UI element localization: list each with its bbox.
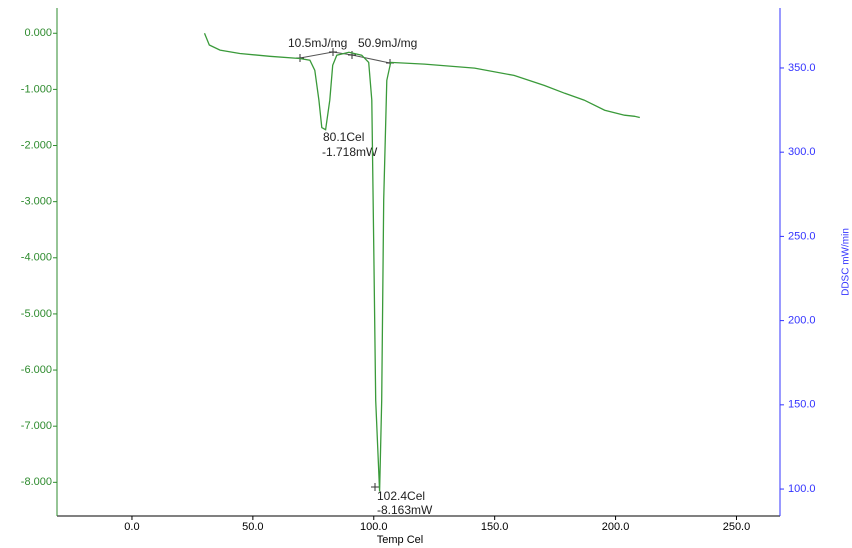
y2-tick-label: 200.0	[788, 315, 816, 327]
x-tick-label: 0.0	[124, 521, 139, 533]
data-line	[203, 33, 640, 492]
y2-tick-label: 150.0	[788, 399, 816, 411]
annotation: 50.9mJ/mg	[358, 36, 417, 50]
y2-axis-label: DDSC mW/min	[841, 228, 852, 296]
x-axis-label: Temp Cel	[377, 534, 423, 546]
annotation: -8.163mW	[377, 503, 433, 517]
annotation: 80.1Cel	[323, 130, 364, 144]
y-tick-label: -4.000	[21, 252, 52, 264]
cursor-marks	[296, 48, 394, 491]
baseline	[296, 48, 394, 491]
y-tick-label: -5.000	[21, 308, 52, 320]
y-tick-label: -2.000	[21, 139, 52, 151]
y2-tick-label: 100.0	[788, 483, 816, 495]
y-tick-label: 0.000	[24, 27, 52, 39]
annotation: 10.5mJ/mg	[288, 36, 347, 50]
annotation: 102.4Cel	[377, 489, 425, 503]
y-tick-label: -3.000	[21, 196, 52, 208]
y-tick-label: -6.000	[21, 364, 52, 376]
x-tick-label: 250.0	[723, 521, 751, 533]
y2-tick-label: 350.0	[788, 62, 816, 74]
x-tick-label: 100.0	[360, 521, 388, 533]
annotation: -1.718mW	[322, 145, 378, 159]
y2-tick-label: 300.0	[788, 146, 816, 158]
x-tick-label: 150.0	[481, 521, 509, 533]
x-tick-label: 200.0	[602, 521, 630, 533]
y2-tick-label: 250.0	[788, 230, 816, 242]
y-tick-label: -7.000	[21, 420, 52, 432]
y-tick-label: -1.000	[21, 83, 52, 95]
x-tick-label: 50.0	[242, 521, 263, 533]
y-tick-label: -8.000	[21, 476, 52, 488]
